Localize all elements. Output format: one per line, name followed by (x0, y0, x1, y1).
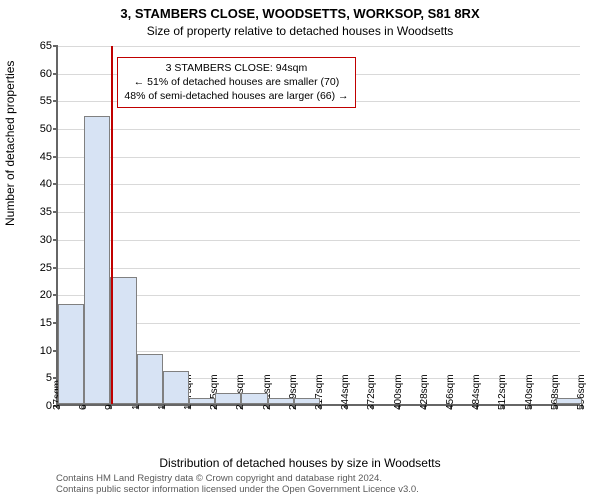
xtick-label: 596sqm (576, 374, 587, 410)
annotation-line: 48% of semi-detached houses are larger (… (124, 89, 348, 103)
gridline (58, 184, 580, 185)
gridline (58, 129, 580, 130)
xtick-label: 568sqm (550, 374, 561, 410)
ytick-label: 25 (40, 262, 52, 274)
xtick-label: 428sqm (419, 374, 430, 410)
x-axis-label: Distribution of detached houses by size … (0, 456, 600, 470)
reference-line (111, 46, 113, 404)
ytick-label: 35 (40, 206, 52, 218)
xtick-label: 317sqm (314, 374, 325, 410)
annotation-box: 3 STAMBERS CLOSE: 94sqm← 51% of detached… (117, 57, 355, 108)
chart-subtitle: Size of property relative to detached ho… (0, 24, 600, 38)
gridline (58, 212, 580, 213)
xtick-label: 512sqm (497, 374, 508, 410)
ytick-label: 10 (40, 345, 52, 357)
xtick-label: 540sqm (524, 374, 535, 410)
ytick-label: 50 (40, 123, 52, 135)
ytick-mark (53, 267, 58, 269)
ytick-label: 65 (40, 40, 52, 52)
histogram-bar (58, 304, 84, 404)
histogram-bar (110, 277, 136, 404)
histogram-bar (137, 354, 163, 404)
footer-line-2: Contains public sector information licen… (56, 485, 419, 496)
chart-title-address: 3, STAMBERS CLOSE, WOODSETTS, WORKSOP, S… (0, 6, 600, 21)
y-axis-label: Number of detached properties (3, 61, 17, 226)
ytick-label: 45 (40, 151, 52, 163)
histogram-bar (189, 398, 215, 404)
chart-container: 3, STAMBERS CLOSE, WOODSETTS, WORKSOP, S… (0, 0, 600, 500)
xtick-label: 484sqm (471, 374, 482, 410)
histogram-bar (84, 116, 110, 404)
annotation-line: ← 51% of detached houses are smaller (70… (124, 75, 348, 89)
xtick-label: 289sqm (288, 374, 299, 410)
xtick-label: 344sqm (340, 374, 351, 410)
xtick-label: 456sqm (445, 374, 456, 410)
histogram-bar (163, 371, 189, 404)
ytick-mark (53, 239, 58, 241)
histogram-bar (268, 398, 294, 404)
histogram-bar (241, 393, 267, 404)
ytick-label: 15 (40, 317, 52, 329)
gridline (58, 46, 580, 47)
histogram-bar (556, 398, 582, 404)
ytick-mark (53, 128, 58, 130)
footer-attribution: Contains HM Land Registry data © Crown c… (56, 474, 419, 496)
annotation-line: 3 STAMBERS CLOSE: 94sqm (124, 61, 348, 75)
xtick-label: 372sqm (366, 374, 377, 410)
ytick-mark (53, 156, 58, 158)
ytick-mark (53, 183, 58, 185)
ytick-mark (53, 294, 58, 296)
ytick-mark (53, 211, 58, 213)
histogram-bar (294, 398, 320, 404)
ytick-mark (53, 73, 58, 75)
ytick-label: 60 (40, 68, 52, 80)
ytick-label: 20 (40, 289, 52, 301)
gridline (58, 268, 580, 269)
histogram-bar (215, 393, 241, 404)
plot-area: 0510152025303540455055606537sqm65sqm93sq… (56, 46, 580, 406)
gridline (58, 240, 580, 241)
xtick-label: 400sqm (393, 374, 404, 410)
gridline (58, 157, 580, 158)
ytick-label: 55 (40, 95, 52, 107)
ytick-mark (53, 45, 58, 47)
ytick-mark (53, 100, 58, 102)
ytick-label: 40 (40, 178, 52, 190)
ytick-label: 30 (40, 234, 52, 246)
